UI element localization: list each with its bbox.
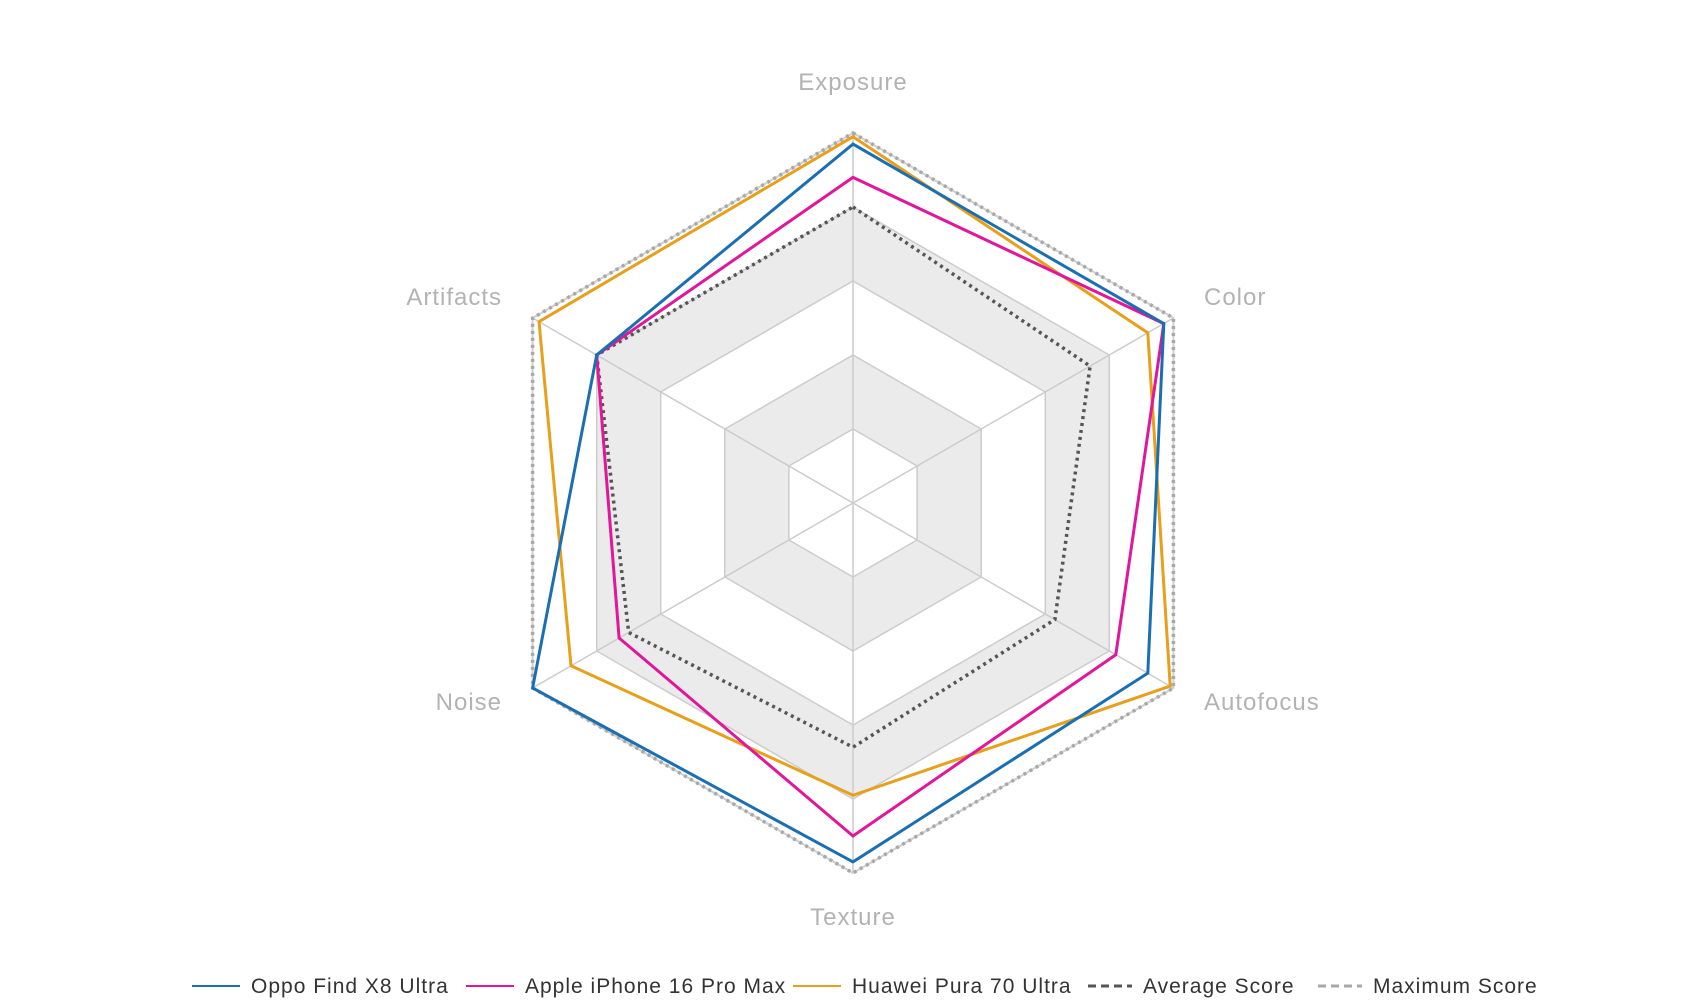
axis-label-autofocus: Autofocus xyxy=(1204,689,1320,716)
axis-label-artifacts: Artifacts xyxy=(406,284,502,311)
legend-item-apple-iphone-16-pro-max: Apple iPhone 16 Pro Max xyxy=(466,975,786,998)
axis-label-texture: Texture xyxy=(810,904,896,931)
legend-item-maximum-score: Maximum Score xyxy=(1318,975,1538,998)
grid-spoke-color xyxy=(852,317,1174,504)
grid-spoke-autofocus xyxy=(852,502,1174,689)
legend-label: Apple iPhone 16 Pro Max xyxy=(525,975,786,998)
legend-item-huawei-pura-70-ultra: Huawei Pura 70 Ultra xyxy=(793,975,1072,998)
legend-label: Oppo Find X8 Ultra xyxy=(251,975,449,998)
legend: Oppo Find X8 Ultra Apple iPhone 16 Pro Ma… xyxy=(192,975,1538,998)
grid-spoke-artifacts xyxy=(532,317,854,504)
series-huawei-pura-70-ultra xyxy=(537,134,1172,797)
series-maximum-score xyxy=(530,130,1176,876)
series-oppo-find-x8-ultra xyxy=(530,142,1166,864)
legend-item-average-score: Average Score xyxy=(1088,975,1295,998)
legend-label: Maximum Score xyxy=(1373,975,1538,998)
radar-series-layer xyxy=(530,130,1176,876)
grid-spoke-noise xyxy=(532,502,854,689)
legend-label: Average Score xyxy=(1143,975,1295,998)
legend-label: Huawei Pura 70 Ultra xyxy=(852,975,1072,998)
legend-item-oppo-find-x8-ultra: Oppo Find X8 Ultra xyxy=(192,975,449,998)
axis-label-exposure: Exposure xyxy=(798,69,907,96)
axis-labels: Exposure Color Autofocus Texture Noise Artifa… xyxy=(406,69,1320,931)
radar-grid xyxy=(531,131,1175,875)
axis-label-noise: Noise xyxy=(436,689,502,716)
axis-label-color: Color xyxy=(1204,284,1266,311)
